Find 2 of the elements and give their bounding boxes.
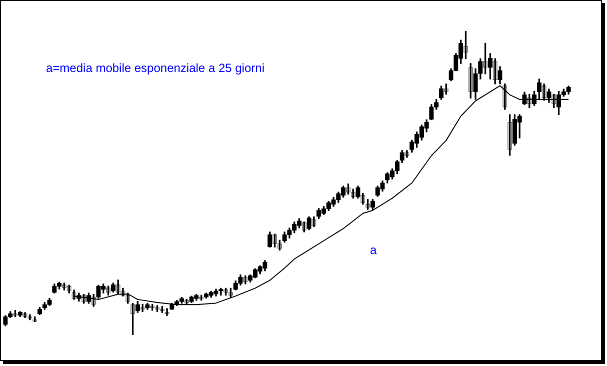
annotation: a=media mobile esponenziale a 25 giorni bbox=[46, 61, 264, 75]
text: a bbox=[370, 242, 377, 257]
